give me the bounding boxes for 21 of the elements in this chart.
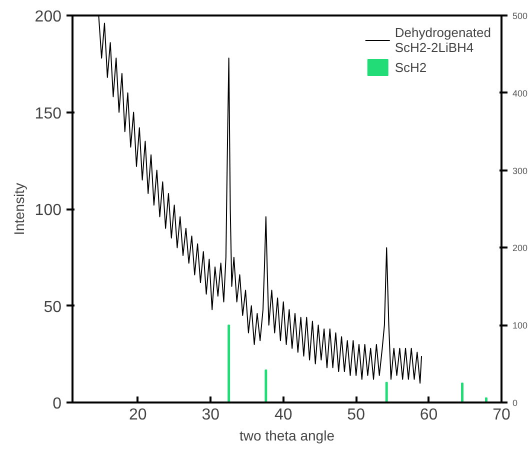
y2-tick-label: 500 bbox=[512, 11, 528, 21]
y2-tick-label: 0 bbox=[512, 398, 518, 408]
x-axis-title: two theta angle bbox=[240, 428, 335, 444]
y-tick-label: 50 bbox=[44, 298, 62, 316]
x-tick-label: 50 bbox=[347, 406, 366, 424]
y-axis-title: Intensity bbox=[10, 182, 27, 236]
x-tick-label: 70 bbox=[492, 406, 510, 424]
y2-tick-label: 100 bbox=[512, 320, 528, 331]
y-tick-label: 100 bbox=[34, 202, 62, 219]
y-tick-label: 200 bbox=[34, 8, 62, 26]
y2-tick-label: 300 bbox=[512, 166, 528, 176]
x-tick-label: 40 bbox=[274, 406, 292, 424]
x-tick-label: 30 bbox=[202, 406, 220, 424]
y2-tick-label: 200 bbox=[512, 243, 528, 254]
y-tick-label: 0 bbox=[52, 396, 62, 412]
legend-label: ScH2 bbox=[394, 60, 427, 74]
x-tick-label: 60 bbox=[420, 406, 438, 424]
legend-label: Dehydrogenated ScH2-2LiBH4 bbox=[394, 25, 491, 55]
y-tick-label: 150 bbox=[34, 105, 62, 122]
y2-tick-label: 400 bbox=[512, 88, 528, 98]
x-tick-label: 20 bbox=[129, 406, 147, 424]
